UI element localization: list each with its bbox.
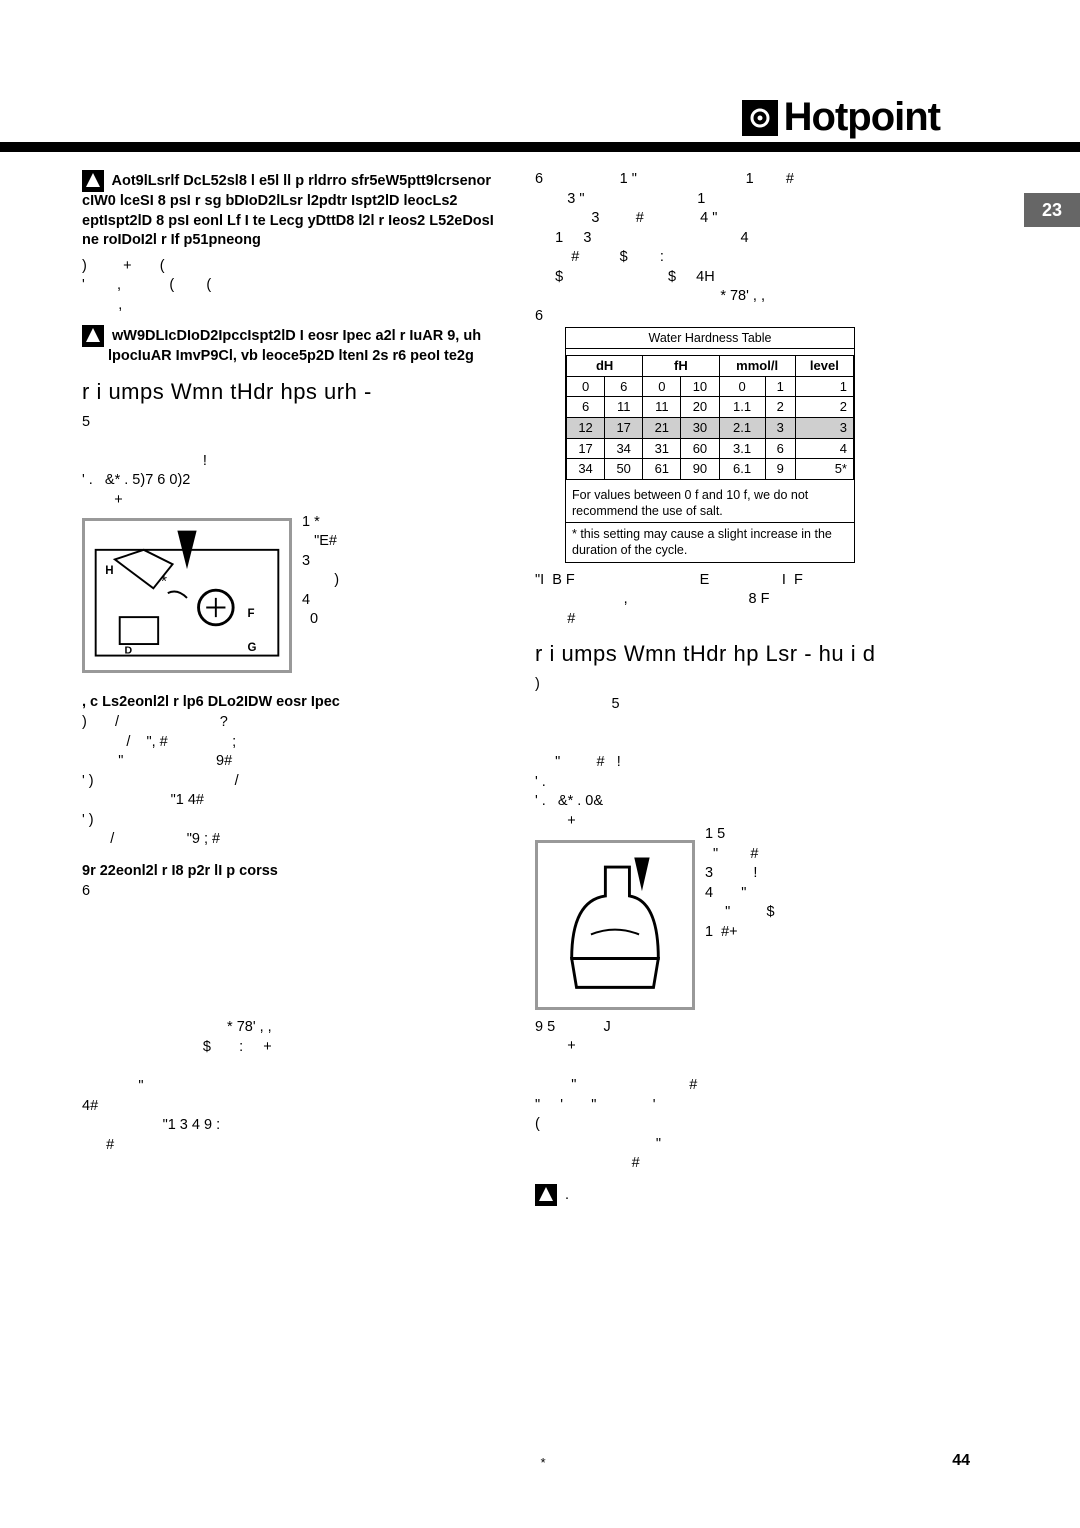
table-cell: 6.1 bbox=[719, 459, 765, 480]
salt-diagram: H D F G * bbox=[82, 518, 292, 673]
rinse-diagram bbox=[535, 840, 695, 1010]
table-cell: 34 bbox=[605, 438, 643, 459]
table-cell: 50 bbox=[605, 459, 643, 480]
th-fh: fH bbox=[643, 356, 719, 377]
table-cell: 0 bbox=[719, 376, 765, 397]
warning-icon bbox=[535, 1184, 557, 1206]
table-cell: 11 bbox=[643, 397, 681, 418]
adjust-body: ) / ? / ", # ; " 9# ' ) / "1 4# ' ) / bbox=[82, 713, 499, 850]
table-cell: 6 bbox=[567, 397, 605, 418]
table-cell: 31 bbox=[643, 438, 681, 459]
after-table-text: "I B F E I F , 8 F # bbox=[535, 571, 952, 630]
table-cell: 2 bbox=[795, 397, 853, 418]
table-cell: 11 bbox=[605, 397, 643, 418]
warning-icon bbox=[82, 325, 104, 347]
footnote-marker: * bbox=[540, 1455, 545, 1470]
header-rule bbox=[0, 142, 1080, 152]
rinse-body-bottom: 9 5 J + " # " ' " ' ( " # bbox=[535, 1018, 952, 1175]
content-columns: Aot9lLsrlf DcL52sl8 l e5l ll p rldrro sf… bbox=[82, 170, 952, 1206]
table-row: 06010011 bbox=[567, 376, 854, 397]
subheading-adjust: , c Ls2eonl2l r lp6 DLo2IDW eosr Ipec bbox=[82, 693, 499, 713]
table-cell: 3 bbox=[765, 418, 795, 439]
th-mmol: mmol/l bbox=[719, 356, 795, 377]
svg-text:*: * bbox=[161, 574, 167, 591]
subheading-setting: 9r 22eonl2l r I8 p2r lI p corss bbox=[82, 862, 499, 882]
warning-2-text: wW9DLIcDIoD2IpccIspt2lD I eosr Ipec a2l … bbox=[108, 328, 481, 364]
warning-2: wW9DLIcDIoD2IpccIspt2lD I eosr Ipec a2l … bbox=[82, 325, 499, 367]
table-row: 61111201.122 bbox=[567, 397, 854, 418]
table-cell: 6 bbox=[765, 438, 795, 459]
table-header-row: dH fH mmol/l level bbox=[567, 356, 854, 377]
table-cell: 6 bbox=[605, 376, 643, 397]
left-column: Aot9lLsrlf DcL52sl8 l e5l ll p rldrro sf… bbox=[82, 170, 499, 1206]
brand-logo: Hotpoint bbox=[742, 95, 940, 140]
table-cell: 2 bbox=[765, 397, 795, 418]
table-cell: 10 bbox=[681, 376, 719, 397]
table-cell: 1 bbox=[795, 376, 853, 397]
brand-header: Hotpoint bbox=[0, 95, 1080, 140]
table-cell: 0 bbox=[643, 376, 681, 397]
warning-3: . bbox=[535, 1184, 952, 1206]
right-top-body: 6 1 " 1 # 3 " 1 3 # 4 " 1 3 4 bbox=[535, 170, 952, 327]
table-cell: 30 bbox=[681, 418, 719, 439]
table-cell: 9 bbox=[765, 459, 795, 480]
table-footnote-2: * this setting may cause a slight increa… bbox=[566, 522, 854, 562]
table-row: 121721302.133 bbox=[567, 418, 854, 439]
rinse-text-top: ) 5 " # ! ' . ' . &* . 0& + bbox=[535, 675, 695, 832]
svg-text:H: H bbox=[105, 565, 113, 577]
rinse-text-side: 1 5 " # 3 ! 4 " " $ 1 #+ bbox=[705, 675, 952, 942]
brand-logo-icon bbox=[742, 100, 778, 136]
table-cell: 3.1 bbox=[719, 438, 765, 459]
table-cell: 20 bbox=[681, 397, 719, 418]
table-cell: 90 bbox=[681, 459, 719, 480]
table-cell: 1.1 bbox=[719, 397, 765, 418]
warning-1-text: Aot9lLsrlf DcL52sl8 l e5l ll p rldrro sf… bbox=[82, 173, 494, 248]
warning-icon bbox=[82, 170, 104, 192]
heading-salt: r i umps Wmn tHdr hps urh - bbox=[82, 377, 499, 407]
setting-body: 6 * 78' , , $ : + " 4# "1 3 4 9 : # bbox=[82, 882, 499, 1156]
hardness-table: dH fH mmol/l level 0601001161111201.1221… bbox=[566, 355, 854, 479]
table-cell: 61 bbox=[643, 459, 681, 480]
table-cell: 21 bbox=[643, 418, 681, 439]
table-cell: 34 bbox=[567, 459, 605, 480]
table-cell: 17 bbox=[605, 418, 643, 439]
page-tab: 23 bbox=[1024, 193, 1080, 227]
table-cell: 12 bbox=[567, 418, 605, 439]
table-cell: 1 bbox=[765, 376, 795, 397]
table-footnote-1: For values between 0 f and 10 f, we do n… bbox=[566, 484, 854, 523]
warning-3-text: . bbox=[565, 1187, 569, 1203]
table-cell: 17 bbox=[567, 438, 605, 459]
table-cell: 5* bbox=[795, 459, 853, 480]
salt-text-side: 1 * "E# 3 ) 4 0 bbox=[302, 413, 499, 630]
right-column: 6 1 " 1 # 3 " 1 3 # 4 " 1 3 4 bbox=[535, 170, 952, 1206]
table-cell: 0 bbox=[567, 376, 605, 397]
salt-text-top: 5 ! ' . &* . 5)7 6 0)2 + bbox=[82, 413, 292, 511]
table-row: 345061906.195* bbox=[567, 459, 854, 480]
brand-name: Hotpoint bbox=[784, 95, 940, 140]
page-number: 44 bbox=[952, 1452, 970, 1470]
heading-rinse: r i umps Wmn tHdr hp Lsr - hu i d bbox=[535, 639, 952, 669]
table-caption: Water Hardness Table bbox=[566, 328, 854, 350]
table-cell: 2.1 bbox=[719, 418, 765, 439]
table-row: 173431603.164 bbox=[567, 438, 854, 459]
svg-text:G: G bbox=[248, 642, 257, 654]
table-cell: 3 bbox=[795, 418, 853, 439]
table-cell: 4 bbox=[795, 438, 853, 459]
body-1: ) + ( ' , ( ( , bbox=[82, 257, 499, 316]
warning-1: Aot9lLsrlf DcL52sl8 l e5l ll p rldrro sf… bbox=[82, 170, 499, 251]
hardness-table-wrap: Water Hardness Table dH fH mmol/l level … bbox=[565, 327, 855, 563]
table-cell: 60 bbox=[681, 438, 719, 459]
svg-text:F: F bbox=[248, 609, 255, 621]
th-dh: dH bbox=[567, 356, 643, 377]
th-level: level bbox=[795, 356, 853, 377]
svg-text:D: D bbox=[125, 645, 133, 657]
